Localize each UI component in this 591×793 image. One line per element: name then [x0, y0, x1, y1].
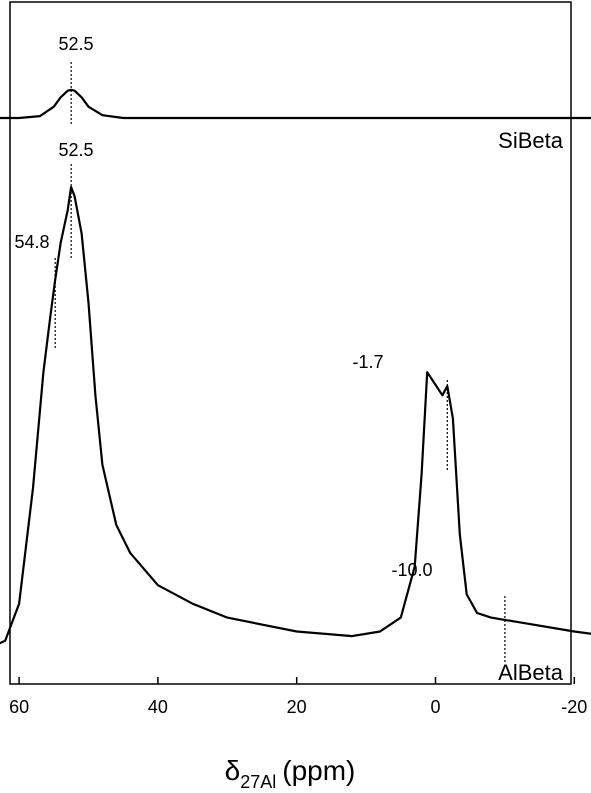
peak-label: 52.5 [58, 140, 93, 160]
series-line-sibeta [0, 88, 591, 120]
peak-label: 52.5 [58, 34, 93, 54]
peak-label: 54.8 [14, 232, 49, 252]
plot-frame [9, 1, 572, 685]
x-axis-title-unit: (ppm) [282, 755, 355, 786]
series-lines [0, 88, 591, 645]
x-tick-label: 0 [430, 697, 440, 717]
peak-annotations: 52.5 52.5 54.8 -1.7 -10.0 [14, 34, 506, 662]
series-line-albeta [0, 185, 591, 645]
x-axis-title: δ27Al (ppm) [225, 755, 356, 792]
x-tick-label: 60 [9, 697, 29, 717]
x-axis-title-subscript: 27Al [240, 772, 276, 792]
x-tick-label: 40 [148, 697, 168, 717]
series-label-albeta: AlBeta [498, 660, 564, 685]
x-tick-label: 20 [287, 697, 307, 717]
x-tick-label: -20 [561, 697, 587, 717]
series-label-sibeta: SiBeta [498, 128, 564, 153]
peak-label: -10.0 [391, 560, 432, 580]
x-axis-title-symbol: δ [225, 755, 241, 786]
peak-label: -1.7 [352, 352, 383, 372]
